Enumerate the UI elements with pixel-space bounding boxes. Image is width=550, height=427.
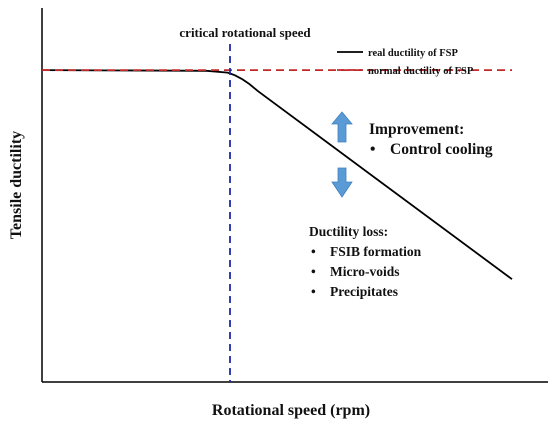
arrow-up-icon bbox=[331, 111, 353, 143]
arrow-down-icon bbox=[331, 167, 353, 198]
critical-speed-label: critical rotational speed bbox=[179, 25, 311, 40]
loss-heading: Ductility loss: bbox=[309, 224, 388, 239]
improvement-heading: Improvement: bbox=[369, 121, 464, 138]
y-axis-label: Tensile ductility bbox=[8, 131, 25, 239]
loss-item-3: Precipitates bbox=[330, 284, 398, 299]
series-layer bbox=[41, 69, 513, 280]
legend-label-real: real ductility of FSP bbox=[368, 48, 459, 59]
improvement-bullet: • bbox=[370, 141, 375, 158]
series-line-real-ductility bbox=[41, 69, 513, 280]
loss-bullet-2: • bbox=[311, 264, 316, 279]
loss-bullet-1: • bbox=[311, 244, 316, 259]
legend-label-normal: normal ductility of FSP bbox=[368, 66, 474, 77]
loss-item-2: Micro-voids bbox=[330, 264, 400, 279]
loss-item-1: FSIB formation bbox=[330, 244, 422, 259]
x-axis-label: Rotational speed (rpm) bbox=[212, 402, 370, 419]
improvement-item: Control cooling bbox=[390, 141, 493, 158]
loss-bullet-3: • bbox=[311, 284, 316, 299]
legend: real ductility of FSP normal ductility o… bbox=[337, 48, 474, 77]
